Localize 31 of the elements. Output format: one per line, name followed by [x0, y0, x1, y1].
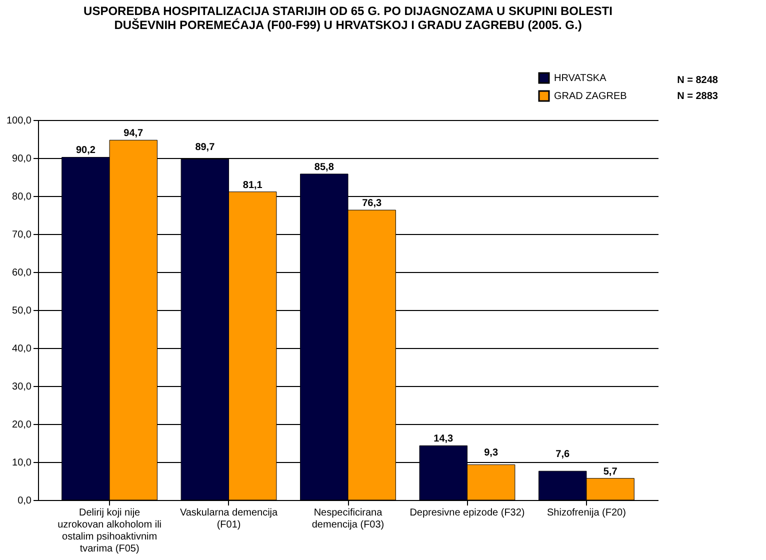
- y-tick-label: 70,0: [12, 230, 32, 240]
- x-tick-label: Delirij koji nije uzrokovan alkoholom ili ostalim psihoaktivnim tvarima (F05): [58, 508, 162, 554]
- chart-title: USPOREDBA HOSPITALIZACIJA STARIJIH OD 65 G. PO DIJAGNOZAMA U SKUPINI BOLESTI DUŠEVNIH POREMEĆAJA (F00-F99) U HRVATSKOJ I GRADU ZAGREBU (2005. G.): [84, 4, 612, 32]
- x-tick-label: Shizofrenija (F20): [547, 508, 626, 518]
- data-label: 90,2: [76, 145, 96, 156]
- y-tick-label: 80,0: [12, 192, 32, 202]
- data-label: 5,7: [603, 466, 618, 478]
- y-tick-label: 100,0: [6, 116, 32, 126]
- text: N = 8248: [677, 75, 718, 86]
- legend-label: HRVATSKA: [554, 73, 607, 84]
- y-tick-label: 60,0: [12, 268, 32, 278]
- data-label: 9,3: [484, 448, 498, 459]
- data-label: 94,7: [124, 128, 144, 140]
- data-label: 7,6: [556, 449, 570, 460]
- y-tick-label: 40,0: [12, 344, 32, 354]
- x-tick-label: Nespecificirana demencija (F03): [312, 508, 384, 530]
- x-tick-label: Vaskularna demencija (F01): [180, 508, 278, 530]
- data-label: 14,3: [434, 434, 454, 445]
- y-tick-label: 20,0: [12, 420, 32, 430]
- data-label: 89,7: [195, 142, 216, 154]
- x-tick-label: Depresivne epizode (F32): [410, 508, 525, 518]
- y-tick-label: 30,0: [12, 382, 32, 392]
- y-tick-label: 90,0: [12, 154, 32, 164]
- text: N = 2883: [677, 91, 718, 102]
- data-label: 76,3: [362, 198, 382, 210]
- y-tick-label: 0,0: [18, 496, 32, 506]
- y-tick-label: 10,0: [12, 458, 32, 468]
- legend-label: GRAD ZAGREB: [554, 91, 628, 102]
- data-label: 81,1: [242, 180, 263, 191]
- data-label: 85,8: [314, 162, 334, 173]
- y-tick-label: 50,0: [12, 306, 32, 316]
